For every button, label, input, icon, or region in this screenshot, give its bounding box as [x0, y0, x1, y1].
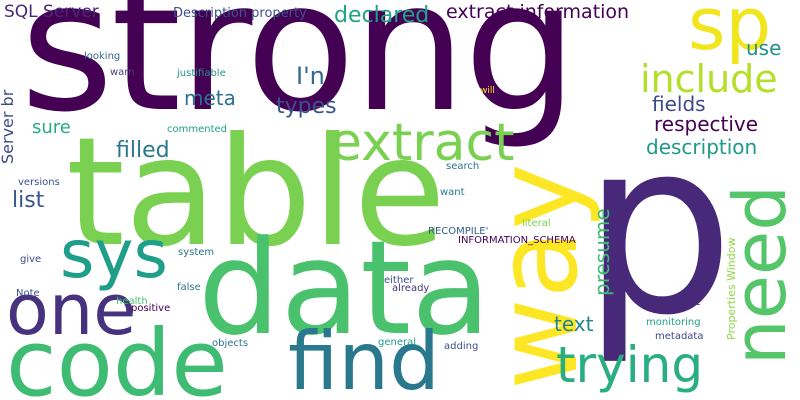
word-description: description — [646, 135, 758, 159]
word-sys: sys — [60, 216, 168, 293]
word-data: data — [198, 212, 491, 364]
word-health: health — [116, 296, 148, 307]
word-in: I'n — [296, 62, 325, 90]
word-justifiable: justifiable — [177, 68, 226, 79]
word-metadata: metadata — [655, 331, 704, 342]
word-sql-server: SQL Server — [4, 2, 99, 22]
word-commented: commented — [167, 124, 228, 135]
word-warn: warn — [110, 67, 135, 78]
word-recompile-quote: RECOMPILE' — [428, 226, 489, 237]
word-meta: meta — [184, 86, 236, 110]
word-include: include — [640, 57, 778, 101]
word-note: Note — [16, 288, 40, 299]
word-one: one — [6, 269, 137, 351]
word-objects: objects — [212, 338, 249, 349]
word-looking: looking — [84, 51, 121, 62]
word-table: table — [66, 106, 446, 280]
word-extract: extract — [330, 113, 515, 173]
word-filled: filled — [116, 138, 170, 163]
word-trying: trying — [556, 336, 704, 394]
word-will: will — [480, 86, 495, 96]
word-general: general — [378, 337, 417, 348]
word-sp: sp — [688, 0, 772, 66]
word-find: find — [288, 315, 440, 400]
word-positive: positive — [131, 303, 171, 314]
word-server-br: Server br — [0, 89, 17, 164]
word-want: want — [440, 187, 465, 198]
word-presume: presume — [590, 208, 614, 296]
word-sure: sure — [32, 117, 71, 138]
word-code: code — [6, 310, 228, 400]
word-literal: literal — [522, 218, 551, 229]
word-use: use — [746, 36, 782, 60]
word-properties-window: Properties Window — [725, 237, 738, 340]
word-declared: declared — [334, 3, 430, 28]
word-search: search — [446, 161, 480, 172]
word-monitoring: monitoring — [646, 317, 701, 328]
word-either: either — [384, 275, 414, 286]
word-strong: strong — [20, 0, 578, 152]
word-p: p — [582, 88, 735, 368]
word-system: system — [178, 247, 215, 258]
word-text: text — [554, 312, 594, 336]
word-adding: adding — [444, 341, 479, 352]
word-respective: respective — [654, 112, 759, 136]
word-false: false — [177, 282, 201, 293]
word-information-schema: INFORMATION_SCHEMA — [458, 235, 576, 246]
word-list: list — [12, 188, 45, 213]
word-types: types — [276, 94, 337, 119]
word-recompile: RECOMPILE — [643, 297, 701, 308]
word-give: give — [20, 254, 42, 265]
word-description-property: Description property — [173, 6, 307, 21]
word-versions: versions — [18, 177, 60, 188]
word-extract-information: extract information — [446, 1, 630, 23]
word-fields: fields — [652, 92, 706, 116]
word-already: already — [392, 283, 430, 294]
